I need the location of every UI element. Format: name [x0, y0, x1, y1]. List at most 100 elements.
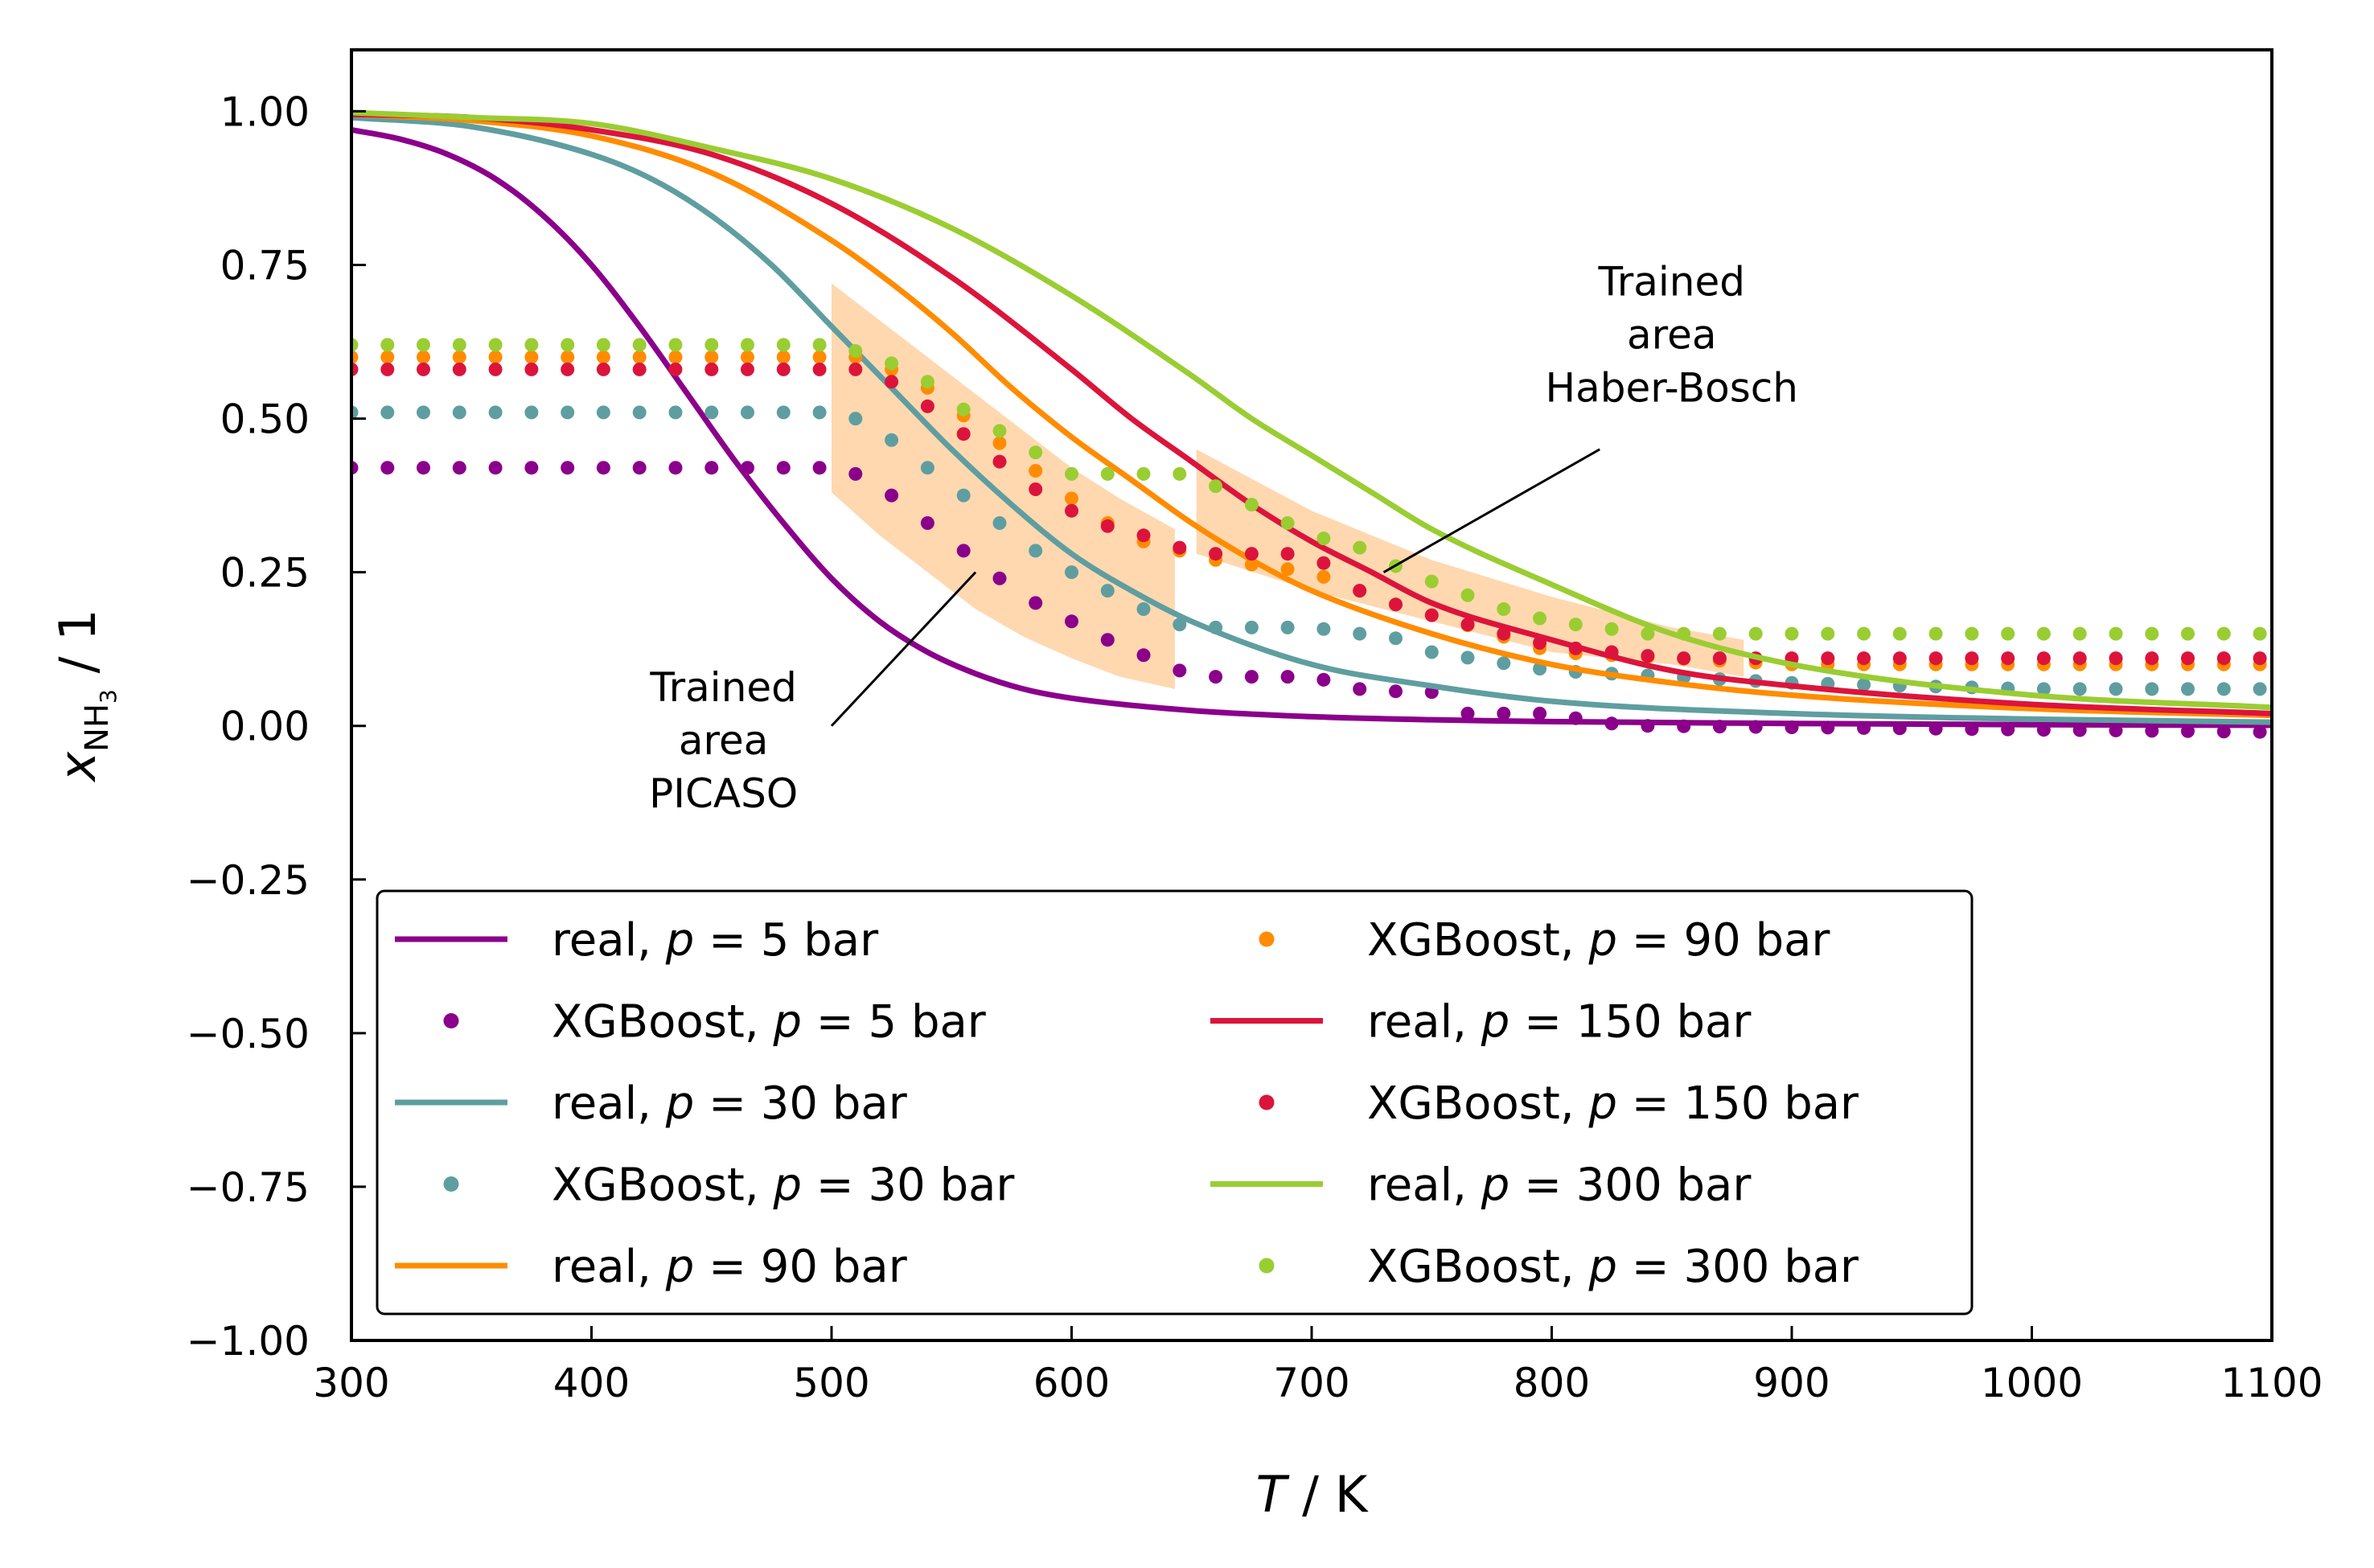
data-point: [1316, 622, 1331, 636]
legend-label-prefix: XGBoost,: [552, 996, 773, 1049]
data-point: [1821, 720, 1835, 735]
data-point: [1136, 528, 1151, 543]
data-point: [524, 338, 539, 352]
data-point: [561, 338, 575, 352]
data-point: [1316, 556, 1331, 570]
data-point: [632, 338, 647, 352]
y-axis-label-unit: / 1: [48, 609, 107, 689]
data-point: [1209, 620, 1223, 634]
data-point: [417, 405, 430, 420]
data-point: [380, 405, 395, 420]
data-point: [2145, 682, 2159, 696]
x-tick-label: 300: [313, 1360, 389, 1406]
data-point: [1065, 565, 1078, 580]
data-point: [992, 516, 1007, 530]
legend-label-p: p: [1587, 1077, 1617, 1130]
data-point: [1604, 645, 1619, 659]
x-tick-label: 900: [1753, 1360, 1830, 1406]
legend-entry-3: XGBoost, p = 30 bar: [443, 1160, 1015, 1212]
data-point: [417, 338, 430, 352]
data-point: [2109, 682, 2123, 696]
data-point: [704, 338, 719, 352]
series-layer: [351, 109, 2272, 739]
data-point: [668, 338, 683, 352]
legend-label: XGBoost, p = 300 bar: [1367, 1241, 1859, 1293]
data-point: [704, 405, 719, 420]
legend-dot-swatch: [443, 1013, 459, 1028]
legend-box: [376, 889, 1974, 1316]
data-point: [1280, 516, 1295, 530]
data-point: [1857, 626, 1871, 641]
x-tick-label: 500: [793, 1360, 869, 1406]
legend-label-p: p: [665, 1241, 695, 1293]
legend-label-p: p: [665, 914, 695, 967]
data-point: [596, 405, 610, 420]
data-point: [1497, 656, 1511, 671]
data-point: [1497, 626, 1511, 641]
data-point: [1029, 464, 1043, 478]
data-point: [2145, 724, 2159, 738]
data-point: [1280, 547, 1295, 561]
data-point: [741, 405, 754, 420]
data-point: [812, 338, 827, 352]
data-point: [1748, 720, 1763, 734]
x-tick-label: 600: [1033, 1360, 1110, 1406]
data-point: [1353, 540, 1367, 555]
data-point: [561, 461, 575, 475]
data-point: [1244, 620, 1259, 634]
data-point: [632, 350, 647, 364]
data-point: [524, 405, 539, 420]
data-point: [992, 454, 1007, 469]
y-axis-label-subsub: 3: [95, 689, 121, 704]
legend-label-suffix: = 5 bar: [694, 914, 879, 967]
data-point: [2036, 626, 2051, 641]
legend-entry-5: XGBoost, p = 90 bar: [1259, 914, 1830, 967]
y-tick-label: 0.50: [220, 396, 310, 443]
tick-layer: 300 400 500 600 700 800 900 1000 1100 −1.00 −0.75 −…: [187, 88, 2323, 1406]
data-point: [1821, 626, 1835, 641]
data-point: [1280, 670, 1295, 684]
data-point: [1641, 626, 1655, 641]
data-point: [1029, 544, 1043, 558]
data-point: [956, 402, 971, 417]
legend-label-prefix: real,: [1367, 996, 1481, 1049]
legend-label: XGBoost, p = 90 bar: [1367, 914, 1830, 967]
data-point: [2109, 626, 2123, 641]
data-point: [1244, 670, 1259, 684]
data-point: [524, 350, 539, 364]
data-point: [488, 461, 503, 475]
legend-label-p: p: [772, 996, 802, 1049]
legend-entry-0: real, p = 5 bar: [395, 914, 879, 967]
data-point: [1136, 602, 1151, 616]
data-point: [1677, 651, 1691, 666]
legend-label: real, p = 300 bar: [1367, 1160, 1752, 1212]
data-point: [1641, 719, 1655, 733]
data-point: [812, 461, 827, 475]
data-point: [1244, 547, 1259, 561]
y-tick-label: −0.75: [187, 1164, 310, 1211]
data-point: [668, 405, 683, 420]
x-axis-label-symbol: T: [1256, 1465, 1290, 1524]
data-point: [1316, 532, 1331, 546]
data-point: [2001, 722, 2015, 737]
data-point: [1316, 569, 1331, 584]
legend-entry-9: XGBoost, p = 300 bar: [1259, 1241, 1859, 1293]
data-point: [2145, 626, 2159, 641]
axis-label-layer: T / K xNH3 / 1: [48, 609, 1369, 1524]
data-point: [1965, 722, 1979, 737]
data-point: [885, 433, 899, 447]
legend-label: XGBoost, p = 150 bar: [1367, 1077, 1859, 1130]
data-point: [2145, 651, 2159, 666]
data-point: [1604, 716, 1619, 731]
data-point: [2216, 724, 2231, 739]
data-point: [1460, 588, 1475, 602]
data-point: [1065, 614, 1078, 629]
data-point: [848, 466, 863, 481]
data-point: [1460, 618, 1475, 632]
legend-label-p: p: [1481, 996, 1510, 1049]
data-point: [452, 338, 466, 352]
data-point: [848, 344, 863, 358]
data-point: [1100, 584, 1115, 598]
data-point: [1857, 678, 1871, 692]
data-point: [2181, 651, 2195, 666]
